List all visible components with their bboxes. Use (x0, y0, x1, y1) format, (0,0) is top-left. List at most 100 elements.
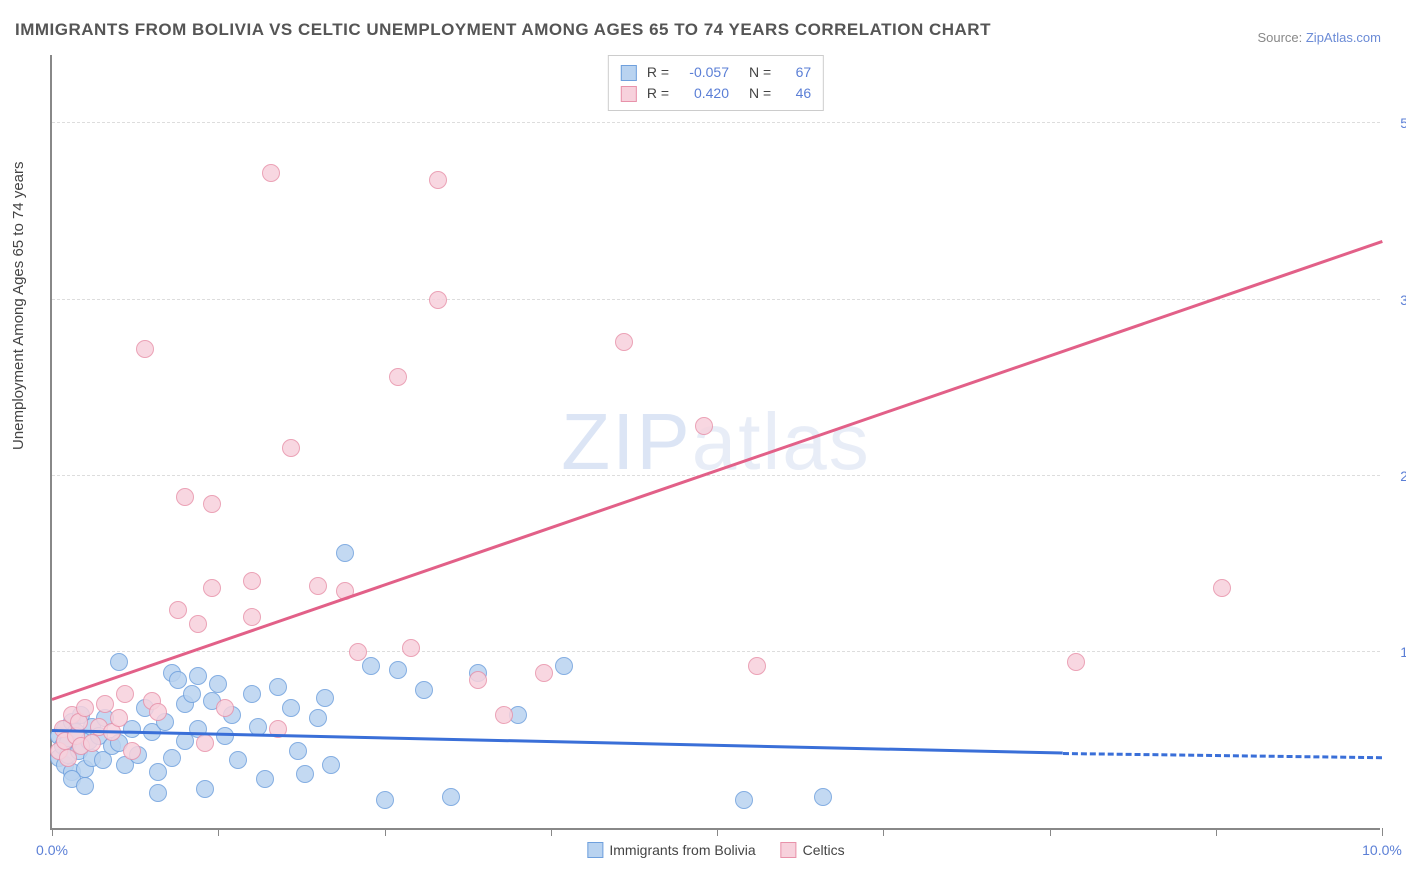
scatter-point (814, 788, 832, 806)
scatter-point (83, 734, 101, 752)
r-value: 0.420 (679, 83, 729, 104)
x-tick (883, 828, 884, 836)
scatter-point (322, 756, 340, 774)
scatter-point (229, 751, 247, 769)
scatter-point (189, 667, 207, 685)
r-label: R = (647, 83, 669, 104)
scatter-point (176, 488, 194, 506)
scatter-point (203, 579, 221, 597)
scatter-point (110, 709, 128, 727)
legend-swatch (587, 842, 603, 858)
scatter-point (163, 749, 181, 767)
source-link[interactable]: ZipAtlas.com (1306, 30, 1381, 45)
scatter-point (429, 171, 447, 189)
trend-line (52, 240, 1383, 701)
scatter-point (615, 333, 633, 351)
chart-title: IMMIGRANTS FROM BOLIVIA VS CELTIC UNEMPL… (15, 20, 991, 40)
legend-swatch (621, 86, 637, 102)
scatter-point (96, 695, 114, 713)
scatter-point (149, 763, 167, 781)
scatter-point (196, 734, 214, 752)
scatter-point (349, 643, 367, 661)
scatter-point (183, 685, 201, 703)
scatter-point (243, 608, 261, 626)
n-label: N = (749, 62, 771, 83)
legend-swatch (621, 65, 637, 81)
y-axis-label: Unemployment Among Ages 65 to 74 years (10, 161, 27, 450)
gridline-h (52, 475, 1380, 476)
scatter-point (415, 681, 433, 699)
plot-area: ZIPatlas R =-0.057N =67R =0.420N =46 Imm… (50, 55, 1380, 830)
gridline-h (52, 122, 1380, 123)
scatter-point (116, 685, 134, 703)
scatter-point (442, 788, 460, 806)
scatter-point (169, 671, 187, 689)
scatter-point (555, 657, 573, 675)
scatter-point (296, 765, 314, 783)
watermark: ZIPatlas (561, 396, 870, 488)
scatter-point (110, 653, 128, 671)
legend-row: R =0.420N =46 (621, 83, 811, 104)
x-tick (717, 828, 718, 836)
legend-item: Immigrants from Bolivia (587, 842, 755, 858)
x-tick (1382, 828, 1383, 836)
r-value: -0.057 (679, 62, 729, 83)
scatter-point (76, 699, 94, 717)
scatter-point (216, 727, 234, 745)
scatter-point (282, 439, 300, 457)
gridline-h (52, 299, 1380, 300)
scatter-point (123, 742, 141, 760)
scatter-point (309, 577, 327, 595)
scatter-point (402, 639, 420, 657)
correlation-legend: R =-0.057N =67R =0.420N =46 (608, 55, 824, 111)
scatter-point (262, 164, 280, 182)
x-tick (385, 828, 386, 836)
scatter-point (389, 661, 407, 679)
x-tick (218, 828, 219, 836)
scatter-point (149, 784, 167, 802)
scatter-point (189, 615, 207, 633)
scatter-point (389, 368, 407, 386)
scatter-point (362, 657, 380, 675)
scatter-point (376, 791, 394, 809)
scatter-point (429, 291, 447, 309)
source-prefix: Source: (1257, 30, 1305, 45)
scatter-point (256, 770, 274, 788)
scatter-point (748, 657, 766, 675)
legend-row: R =-0.057N =67 (621, 62, 811, 83)
scatter-point (136, 340, 154, 358)
x-tick (551, 828, 552, 836)
y-tick-label: 12.5% (1385, 644, 1406, 660)
scatter-point (149, 703, 167, 721)
scatter-point (309, 709, 327, 727)
legend-item: Celtics (781, 842, 845, 858)
scatter-point (1213, 579, 1231, 597)
x-tick (1216, 828, 1217, 836)
n-label: N = (749, 83, 771, 104)
scatter-point (495, 706, 513, 724)
y-tick-label: 37.5% (1385, 292, 1406, 308)
scatter-point (316, 689, 334, 707)
scatter-point (282, 699, 300, 717)
y-tick-label: 50.0% (1385, 115, 1406, 131)
x-tick (1050, 828, 1051, 836)
x-tick-label: 0.0% (36, 842, 68, 858)
series-legend: Immigrants from Bolivia Celtics (587, 842, 844, 858)
trend-line (1063, 752, 1382, 759)
scatter-point (735, 791, 753, 809)
scatter-point (1067, 653, 1085, 671)
scatter-point (469, 671, 487, 689)
scatter-point (243, 685, 261, 703)
n-value: 67 (781, 62, 811, 83)
scatter-point (169, 601, 187, 619)
scatter-point (76, 777, 94, 795)
legend-label: Celtics (803, 842, 845, 858)
watermark-bold: ZIP (561, 397, 691, 486)
scatter-point (209, 675, 227, 693)
scatter-point (269, 678, 287, 696)
gridline-h (52, 651, 1380, 652)
source-attribution: Source: ZipAtlas.com (1257, 30, 1381, 45)
y-tick-label: 25.0% (1385, 468, 1406, 484)
scatter-point (216, 699, 234, 717)
scatter-point (289, 742, 307, 760)
